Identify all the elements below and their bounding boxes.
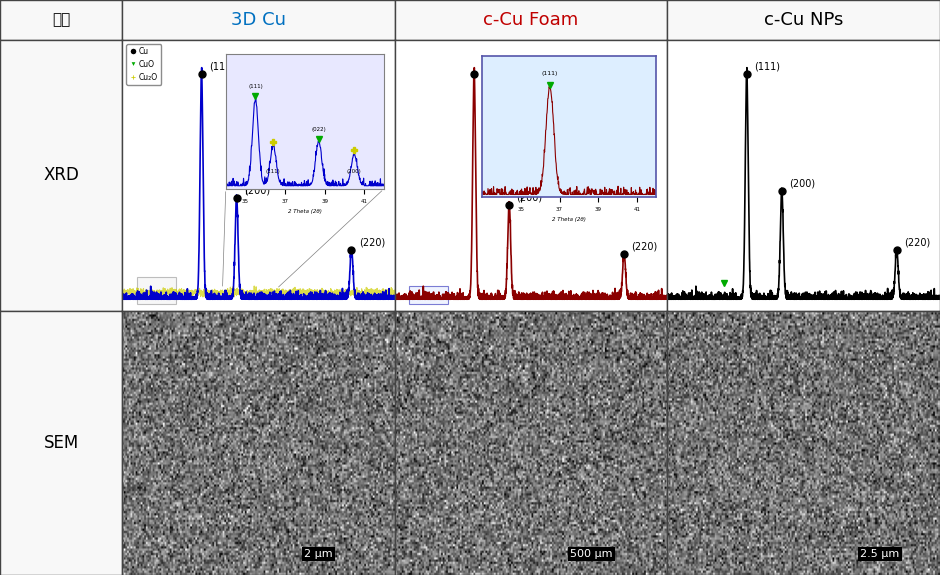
Text: SEM: SEM bbox=[43, 434, 79, 452]
Text: (111): (111) bbox=[754, 62, 780, 71]
Text: 500 μm: 500 μm bbox=[570, 549, 612, 559]
Text: 소재: 소재 bbox=[52, 13, 70, 28]
Text: (220): (220) bbox=[632, 242, 658, 252]
Text: (200): (200) bbox=[516, 192, 542, 202]
X-axis label: 2 Theta (2θ): 2 Theta (2θ) bbox=[493, 335, 570, 345]
Text: (111): (111) bbox=[209, 62, 235, 71]
X-axis label: 2 Theta (2θ): 2 Theta (2θ) bbox=[774, 335, 834, 345]
Text: (220): (220) bbox=[359, 237, 385, 247]
Text: c-Cu Foam: c-Cu Foam bbox=[483, 11, 579, 29]
Text: 2.5 μm: 2.5 μm bbox=[860, 549, 900, 559]
Text: XRD: XRD bbox=[43, 166, 79, 185]
Text: (111): (111) bbox=[481, 62, 508, 71]
Text: 3D Cu: 3D Cu bbox=[231, 11, 286, 29]
Text: 2 μm: 2 μm bbox=[305, 549, 333, 559]
Bar bbox=[410, 286, 448, 304]
X-axis label: 2 Theta (2θ): 2 Theta (2θ) bbox=[228, 335, 289, 345]
Text: (200): (200) bbox=[789, 179, 815, 189]
Bar bbox=[137, 277, 176, 304]
Legend: Cu, CuO, Cu₂O: Cu, CuO, Cu₂O bbox=[126, 44, 161, 85]
Text: c-Cu NPs: c-Cu NPs bbox=[764, 11, 843, 29]
Text: (220): (220) bbox=[904, 237, 931, 247]
Text: (200): (200) bbox=[243, 185, 270, 196]
